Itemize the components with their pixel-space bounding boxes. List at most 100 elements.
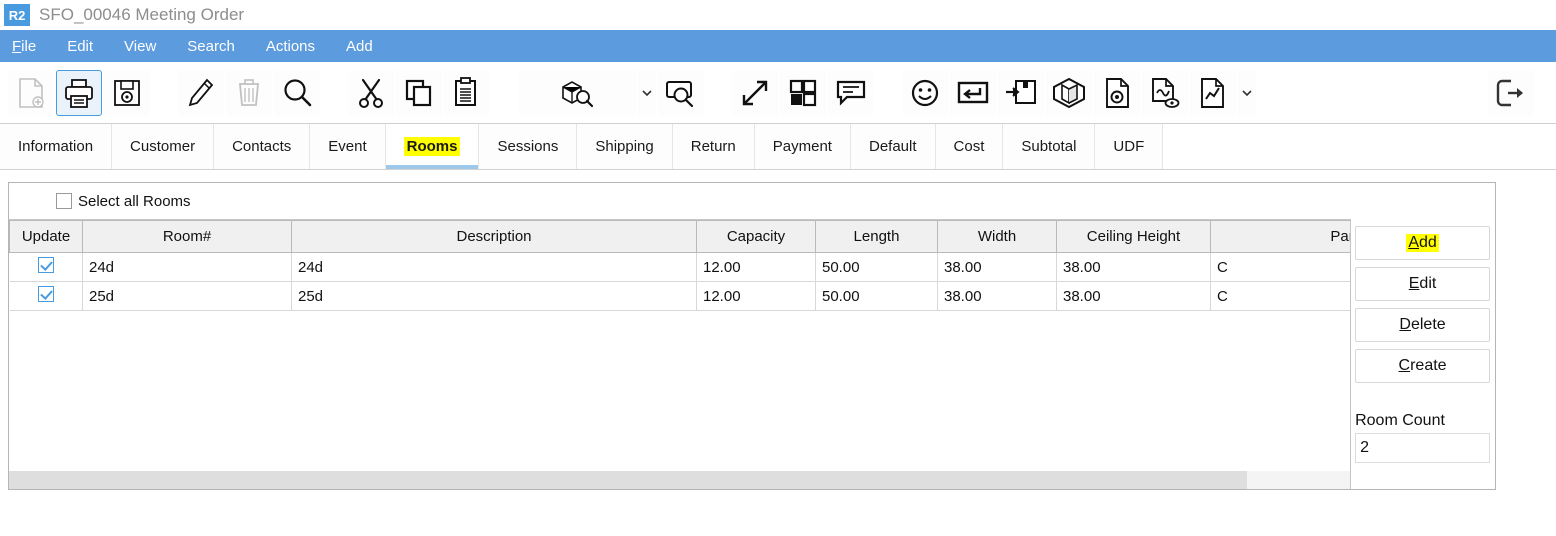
add-button[interactable]: Add: [1355, 226, 1490, 260]
room-count-label: Room Count: [1355, 412, 1445, 429]
column-header-room[interactable]: Room#: [82, 220, 292, 253]
horizontal-scrollbar[interactable]: [9, 471, 1351, 489]
row-room-cell: 25d: [82, 281, 292, 311]
horizontal-scrollbar-thumb[interactable]: [9, 471, 1247, 489]
menu-item-add[interactable]: Add: [346, 37, 373, 55]
tab-subtotal[interactable]: Subtotal: [1003, 124, 1096, 169]
column-header-update[interactable]: Update: [9, 220, 83, 253]
menu-item-search[interactable]: Search: [187, 37, 235, 55]
tab-label-rooms: Rooms: [403, 137, 461, 156]
column-header-description[interactable]: Description: [291, 220, 697, 253]
rooms-action-panel: Add Edit Delete Create Room Count 2: [1350, 219, 1495, 489]
tab-label-sessions: Sessions: [497, 138, 559, 155]
column-header-width[interactable]: Width: [937, 220, 1057, 253]
menu-item-file[interactable]: File: [12, 38, 36, 55]
expand-arrows-icon[interactable]: [732, 69, 778, 116]
tab-label-udf: UDF: [1113, 138, 1145, 155]
add-button-label: Add: [1406, 234, 1439, 252]
row-update-checkbox[interactable]: [37, 286, 54, 302]
toolbar-group-clipboard: [348, 62, 492, 123]
cut-scissors-icon[interactable]: [348, 69, 394, 116]
tab-return[interactable]: Return: [672, 124, 755, 169]
tab-sessions[interactable]: Sessions: [479, 124, 578, 169]
room-cube-icon[interactable]: [1046, 69, 1092, 116]
tab-cost[interactable]: Cost: [935, 124, 1004, 169]
tab-information[interactable]: Information: [0, 124, 113, 169]
select-all-rooms-checkbox[interactable]: [56, 193, 72, 209]
row-update-checkbox[interactable]: [37, 257, 54, 273]
tab-payment[interactable]: Payment: [754, 124, 851, 169]
row-length-cell: 50.00: [815, 281, 938, 311]
toolbar-separator-3: [492, 62, 518, 123]
box-search-icon[interactable]: [518, 69, 636, 116]
new-document-icon[interactable]: [8, 69, 54, 116]
document-chart-preview-icon[interactable]: [1142, 69, 1188, 116]
delete-trash-icon[interactable]: [226, 69, 272, 116]
chevron-down-icon[interactable]: [638, 69, 656, 116]
tab-rooms[interactable]: Rooms: [385, 124, 480, 169]
menu-item-edit[interactable]: Edit: [67, 37, 94, 55]
search-magnifier-icon[interactable]: [274, 69, 320, 116]
menu-accel-f: F: [12, 37, 22, 55]
row-parent-cell: C: [1210, 252, 1351, 282]
tab-default[interactable]: Default: [850, 124, 936, 169]
toolbar-group-file: [8, 62, 152, 123]
tab-contacts[interactable]: Contacts: [214, 124, 311, 169]
exit-icon[interactable]: [1488, 69, 1534, 116]
document-chart-icon[interactable]: [1190, 69, 1236, 116]
rooms-panel: Select all Rooms Update Room# Descriptio…: [8, 182, 1496, 490]
import-box-icon[interactable]: [998, 69, 1044, 116]
column-header-length[interactable]: Length: [815, 220, 938, 253]
copy-icon[interactable]: [396, 69, 442, 116]
grid-quadrant-icon[interactable]: [780, 69, 826, 116]
tab-label-shipping: Shipping: [595, 138, 654, 155]
column-header-capacity[interactable]: Capacity: [696, 220, 816, 253]
delete-button-label: Delete: [1399, 316, 1446, 333]
delete-button[interactable]: Delete: [1355, 308, 1490, 342]
rooms-table: Update Room# Description Capacity Length…: [9, 220, 1351, 311]
app-logo-badge: R2: [4, 4, 30, 26]
menu-item-actions[interactable]: Actions: [265, 37, 316, 55]
tab-customer[interactable]: Customer: [112, 124, 215, 169]
paste-icon[interactable]: [444, 69, 490, 116]
menu-item-view[interactable]: View: [124, 37, 157, 55]
toolbar-separator-4: [706, 62, 732, 123]
edit-button-label: Edit: [1408, 275, 1437, 292]
comment-bubble-icon[interactable]: [828, 69, 874, 116]
row-width-cell: 38.00: [937, 281, 1057, 311]
tab-udf[interactable]: UDF: [1095, 124, 1164, 169]
row-width-cell: 38.00: [937, 252, 1057, 282]
toolbar-group-view: [732, 62, 876, 123]
tab-event[interactable]: Event: [310, 124, 386, 169]
smiley-face-icon[interactable]: [902, 69, 948, 116]
edit-pencil-icon[interactable]: [178, 69, 224, 116]
screen-search-icon[interactable]: [658, 69, 704, 116]
create-button[interactable]: Create: [1355, 349, 1490, 383]
tab-label-information: Information: [18, 138, 94, 155]
chevron-down-overflow-icon[interactable]: [1238, 69, 1256, 116]
tab-label-default: Default: [868, 138, 917, 155]
enter-box-icon[interactable]: [950, 69, 996, 116]
column-header-parent-room[interactable]: Parent R: [1210, 220, 1351, 253]
tab-label-contacts: Contacts: [232, 138, 292, 155]
save-icon[interactable]: [104, 69, 150, 116]
table-row[interactable]: 24d 24d 12.00 50.00 38.00 38.00 C: [9, 252, 1351, 282]
rooms-grid-area: Update Room# Description Capacity Length…: [9, 219, 1351, 489]
toolbar-separator-2: [322, 62, 348, 123]
tab-label-customer: Customer: [130, 138, 196, 155]
column-header-ceiling-height[interactable]: Ceiling Height: [1056, 220, 1211, 253]
toolbar-separator-5: [876, 62, 902, 123]
row-room-cell: 24d: [82, 252, 292, 282]
document-gear-icon[interactable]: [1094, 69, 1140, 116]
room-count-field[interactable]: 2: [1355, 433, 1490, 463]
row-ceiling-cell: 38.00: [1056, 281, 1211, 311]
table-row[interactable]: 25d 25d 12.00 50.00 38.00 38.00 C: [9, 281, 1351, 311]
tab-bar-filler: [1163, 124, 1556, 169]
row-description-cell: 25d: [291, 281, 697, 311]
edit-button[interactable]: Edit: [1355, 267, 1490, 301]
print-icon[interactable]: [56, 69, 102, 116]
window-title: SFO_00046 Meeting Order: [39, 5, 245, 24]
toolbar-separator-1: [152, 62, 178, 123]
tab-shipping[interactable]: Shipping: [577, 124, 673, 169]
tab-label-return: Return: [690, 138, 736, 155]
